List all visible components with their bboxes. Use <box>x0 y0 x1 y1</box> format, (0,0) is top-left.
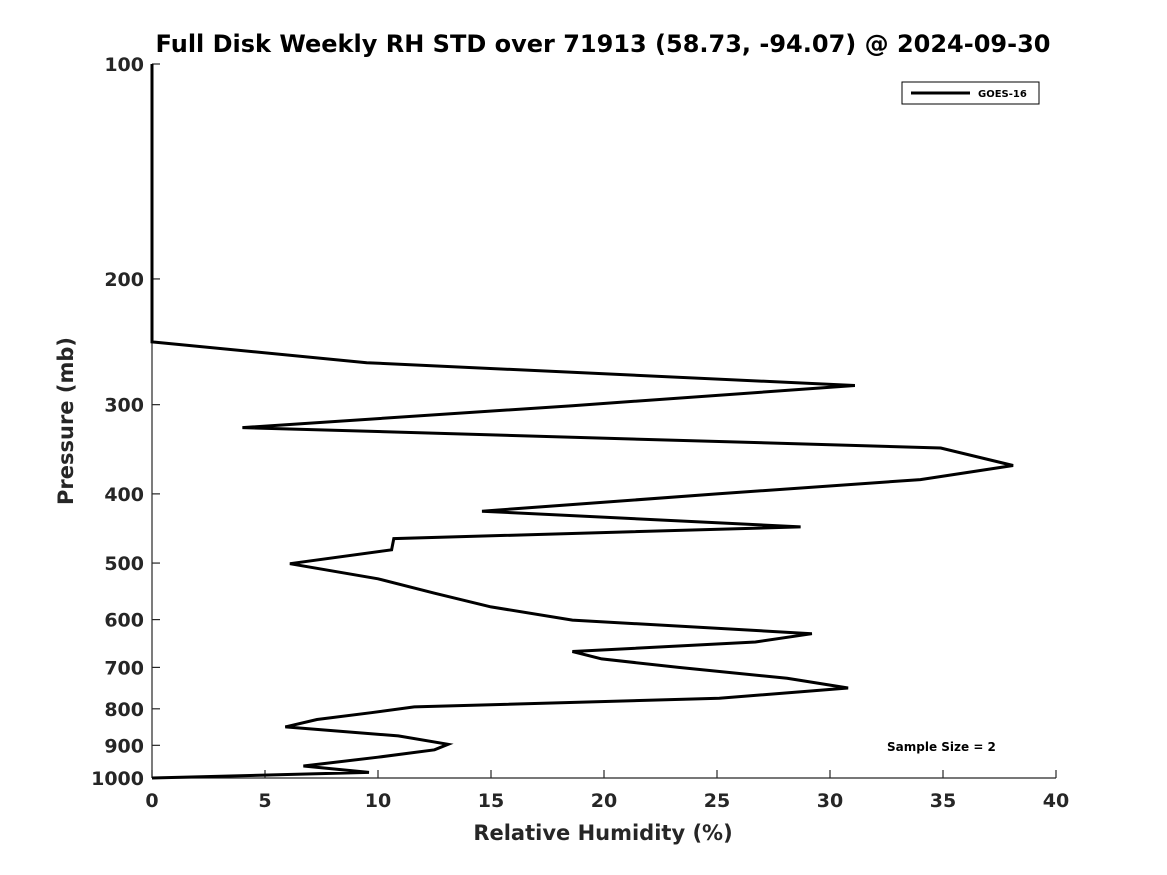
x-tick-label: 30 <box>817 790 843 812</box>
x-tick-label: 20 <box>591 790 617 812</box>
x-tick-label: 35 <box>930 790 956 812</box>
y-tick-label: 400 <box>104 484 144 506</box>
y-axis: 100 200 300 400 500 600 700 800 900 1000 <box>91 54 160 790</box>
x-axis: 0 5 10 15 20 25 30 35 40 <box>145 770 1069 812</box>
chart-title: Full Disk Weekly RH STD over 71913 (58.7… <box>156 30 1051 58</box>
y-tick-label: 300 <box>104 395 144 417</box>
y-tick-label: 700 <box>104 657 144 679</box>
x-tick-label: 5 <box>258 790 271 812</box>
x-axis-label: Relative Humidity (%) <box>473 821 732 845</box>
y-tick-label: 800 <box>104 699 144 721</box>
series-layer <box>150 64 1014 780</box>
x-tick-label: 25 <box>704 790 730 812</box>
y-axis-label: Pressure (mb) <box>54 337 78 505</box>
y-tick-label: 900 <box>104 735 144 757</box>
x-tick-label: 15 <box>478 790 504 812</box>
y-tick-label: 500 <box>104 553 144 575</box>
x-tick-label: 10 <box>365 790 391 812</box>
legend: GOES-16 <box>901 81 1040 105</box>
sample-size-annotation: Sample Size = 2 <box>887 740 996 754</box>
y-tick-label: 200 <box>104 269 144 291</box>
legend-box <box>901 81 1040 105</box>
series-line <box>150 64 1014 780</box>
y-tick-label: 600 <box>104 610 144 632</box>
x-tick-label: 40 <box>1043 790 1069 812</box>
y-tick-label: 100 <box>104 54 144 76</box>
legend-label: GOES-16 <box>978 89 1027 100</box>
x-tick-label: 0 <box>145 790 158 812</box>
y-tick-label: 1000 <box>91 768 144 790</box>
